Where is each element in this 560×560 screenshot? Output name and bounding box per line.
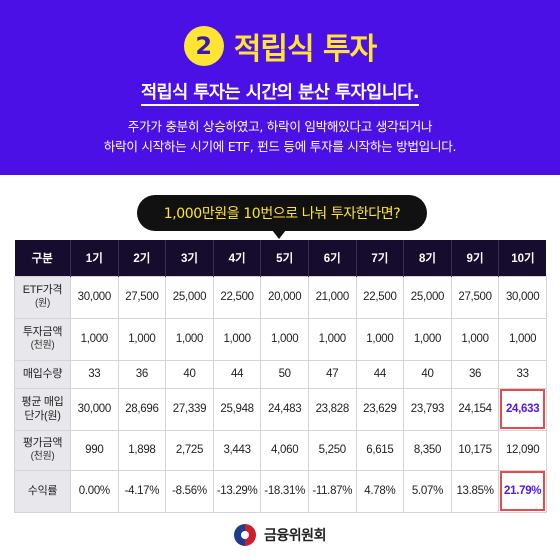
header-period-2: 2기 (117, 240, 166, 276)
table-cell: -18.31% (260, 469, 309, 513)
table-cell: 10,175 (450, 429, 500, 471)
header-period-6: 6기 (307, 240, 357, 276)
table-cell: 20,000 (260, 275, 309, 319)
section-number-badge: 2 (183, 26, 224, 66)
row-label-purchase-quantity: 매입수량 (14, 359, 71, 389)
table-cell: 24,483 (260, 387, 309, 431)
table-row: 수익률 0.00% -4.17% -8.56% -13.29% -18.31% … (14, 469, 547, 513)
table-cell: 6,615 (355, 429, 405, 471)
table-cell: 3,443 (212, 429, 262, 471)
investment-table: 구분 1기 2기 3기 4기 5기 6기 7기 8기 9기 10기 ETF가격(… (14, 240, 547, 513)
government-emblem-icon (234, 524, 257, 546)
table-row: 평균 매입 단가(원) 30,000 28,696 27,339 25,948 2… (14, 387, 547, 431)
table-cell: 27,500 (117, 275, 167, 319)
table-cell: 33 (70, 359, 119, 389)
table-cell: 5.07% (403, 469, 452, 513)
table-cell: 21,000 (307, 275, 357, 319)
section-subtitle: 적립식 투자는 시간의 분산 투자입니다. (0, 79, 560, 106)
header-period-7: 7기 (355, 240, 404, 276)
organization-name: 금융위원회 (264, 528, 326, 544)
header-period-3: 3기 (165, 240, 214, 276)
highlighted-average-price-cell: 24,633 (498, 387, 547, 431)
table-cell: 1,000 (117, 317, 167, 361)
header-period-10: 10기 (498, 240, 547, 276)
table-cell: -11.87% (307, 469, 357, 513)
table-cell: -4.17% (117, 469, 167, 513)
header-category: 구분 (14, 240, 71, 276)
header-banner: 2 적립식 투자 적립식 투자는 시간의 분산 투자입니다. 주가가 충분히 상… (0, 0, 560, 175)
table-cell: 47 (307, 359, 357, 389)
table-cell: 30,000 (70, 275, 119, 319)
highlighted-return-rate-cell: 21.79% (498, 469, 547, 513)
table-cell: 44 (355, 359, 405, 389)
table-cell: 1,000 (450, 317, 500, 361)
table-cell: 2,725 (165, 429, 214, 471)
table-cell: 8,350 (403, 429, 452, 471)
table-cell: 12,090 (498, 429, 547, 471)
table-cell: 25,948 (212, 387, 262, 431)
section-title: 적립식 투자 (233, 32, 377, 67)
table-cell: 4,060 (260, 429, 309, 471)
description-line-1: 주가가 충분히 상승하였고, 하락이 임박해있다고 생각되거나 (127, 119, 433, 134)
table-cell: 36 (117, 359, 167, 389)
table-cell: 30,000 (70, 387, 119, 431)
header-period-4: 4기 (212, 240, 261, 276)
header-period-8: 8기 (403, 240, 452, 276)
table-cell: 24,154 (450, 387, 500, 431)
table-cell: 23,793 (403, 387, 452, 431)
header-period-9: 9기 (450, 240, 499, 276)
table-cell: 13.85% (450, 469, 500, 513)
table-row: ETF가격 (원) 30,000 27,500 25,000 22,500 20,… (14, 275, 547, 319)
row-label-valuation: 평가금액 (천원) (14, 429, 71, 471)
table-cell: 0.00% (70, 469, 119, 513)
table-cell: 1,898 (117, 429, 167, 471)
table-cell: 5,250 (307, 429, 357, 471)
table-cell: 33 (498, 359, 547, 389)
table-cell: 1,000 (212, 317, 262, 361)
table-cell: -8.56% (165, 469, 214, 513)
table-cell: 1,000 (498, 317, 547, 361)
table-row: 투자금액 (천원) 1,000 1,000 1,000 1,000 1,000 1… (14, 317, 547, 361)
table-cell: 23,828 (307, 387, 357, 431)
row-label-investment-amount: 투자금액 (천원) (14, 317, 71, 361)
table-cell: 1,000 (70, 317, 119, 361)
row-label-return-rate: 수익률 (14, 469, 71, 513)
table-cell: 1,000 (260, 317, 309, 361)
section-heading: 2 적립식 투자 (0, 24, 560, 68)
table-cell: 990 (70, 429, 119, 471)
table-cell: 4.78% (355, 469, 405, 513)
table-cell: 22,500 (355, 275, 405, 319)
footer: 금융위원회 (0, 524, 560, 546)
table-cell: 25,000 (165, 275, 214, 319)
table-cell: 44 (212, 359, 262, 389)
table-row: 평가금액 (천원) 990 1,898 2,725 3,443 4,060 5,2… (14, 429, 547, 471)
description-line-2: 하락이 시작하는 시기에 ETF, 펀드 등에 투자를 시작하는 방법입니다. (103, 139, 457, 154)
table-cell: 1,000 (355, 317, 405, 361)
table-cell: 36 (450, 359, 500, 389)
table-cell: 1,000 (307, 317, 357, 361)
header-period-5: 5기 (260, 240, 309, 276)
table-cell: 30,000 (498, 275, 547, 319)
table-cell: 40 (403, 359, 452, 389)
table-cell: 28,696 (117, 387, 167, 431)
header-period-1: 1기 (70, 240, 119, 276)
question-bubble: 1,000만원을 10번으로 나눠 투자한다면? (137, 195, 427, 231)
table-cell: 1,000 (165, 317, 214, 361)
table-cell: 25,000 (403, 275, 452, 319)
table-cell: 50 (260, 359, 309, 389)
table-cell: 23,629 (355, 387, 405, 431)
section-description: 주가가 충분히 상승하였고, 하락이 임박해있다고 생각되거나 하락이 시작하는… (0, 117, 560, 157)
table-row: 매입수량 33 36 40 44 50 47 44 40 36 33 (14, 359, 547, 389)
table-header-row: 구분 1기 2기 3기 4기 5기 6기 7기 8기 9기 10기 (14, 240, 547, 276)
table-cell: 27,500 (450, 275, 500, 319)
table-cell: 40 (165, 359, 214, 389)
row-label-etf-price: ETF가격 (원) (14, 275, 71, 319)
bubble-tail (272, 230, 286, 239)
table-cell: 22,500 (212, 275, 262, 319)
table-cell: 1,000 (403, 317, 452, 361)
row-label-average-price: 평균 매입 단가(원) (14, 387, 71, 431)
table-cell: 27,339 (165, 387, 214, 431)
table-cell: -13.29% (212, 469, 262, 513)
